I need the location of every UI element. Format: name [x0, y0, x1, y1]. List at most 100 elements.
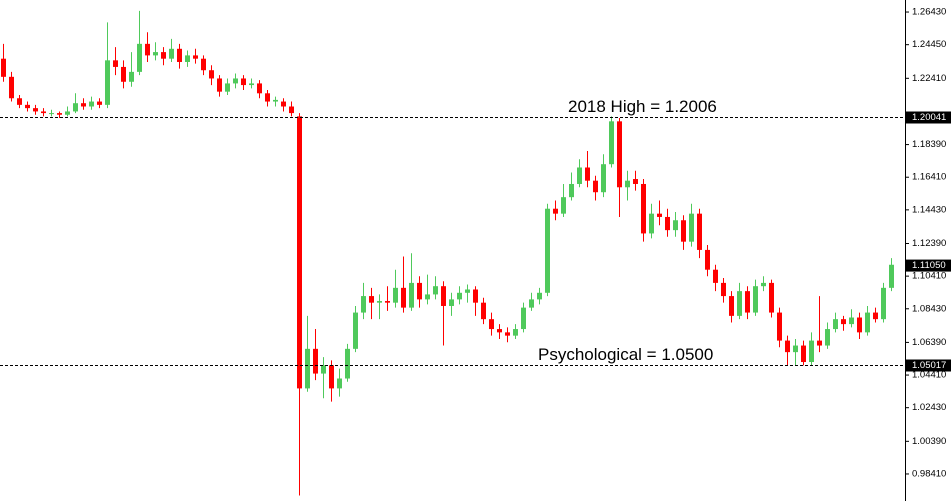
- candle-body: [697, 213, 702, 250]
- candle-body: [553, 208, 558, 214]
- y-tick-label: 1.14430: [912, 204, 946, 215]
- candle-body: [825, 329, 830, 346]
- candle-body: [313, 348, 318, 374]
- candle-body: [193, 55, 198, 59]
- candle-body: [369, 296, 374, 303]
- candle-body: [225, 83, 230, 92]
- level-label-box: [906, 111, 951, 124]
- candle-body: [449, 299, 454, 306]
- candle-body: [649, 213, 654, 234]
- candle-body: [145, 43, 150, 56]
- y-tick-label: 1.22410: [912, 73, 946, 84]
- candle-body: [177, 48, 182, 62]
- level-annotation: 2018 High = 1.2006: [568, 97, 717, 116]
- candle-body: [185, 55, 190, 62]
- candle-body: [689, 213, 694, 242]
- candle-body: [817, 340, 822, 346]
- candle-body: [673, 220, 678, 231]
- y-tick-label: 0.98410: [912, 468, 946, 479]
- candle-body: [625, 180, 630, 188]
- candle-body: [889, 264, 894, 288]
- candle-body: [289, 106, 294, 114]
- candle-body: [737, 291, 742, 316]
- candle-body: [105, 60, 110, 105]
- level-label: 1.20041: [912, 112, 946, 123]
- candle-body: [521, 307, 526, 330]
- last-price-label: 1.11050: [912, 260, 946, 271]
- candle-body: [713, 269, 718, 283]
- candle-body: [57, 113, 62, 115]
- candle-body: [769, 282, 774, 313]
- candle-body: [865, 312, 870, 333]
- candle-body: [681, 220, 686, 242]
- candle-body: [529, 299, 534, 308]
- candle-body: [345, 348, 350, 379]
- candle-body: [417, 282, 422, 300]
- candle-body: [401, 287, 406, 308]
- candle-body: [777, 312, 782, 341]
- candle-body: [89, 101, 94, 107]
- candle-body: [353, 312, 358, 349]
- candle-body: [665, 216, 670, 231]
- candle-body: [297, 116, 302, 389]
- y-tick-label: 1.06390: [912, 337, 946, 348]
- candle-body: [377, 301, 382, 303]
- candle-body: [97, 101, 102, 105]
- candle-body: [33, 108, 38, 112]
- candle-body: [41, 111, 46, 114]
- y-tick-label: 1.02430: [912, 402, 946, 413]
- candle-body: [217, 78, 222, 92]
- candle-body: [577, 167, 582, 184]
- candle-body: [257, 83, 262, 94]
- candle-body: [1, 58, 6, 77]
- candle-body: [881, 287, 886, 320]
- y-tick-label: 1.10410: [912, 271, 946, 282]
- candle-body: [329, 365, 334, 389]
- candle-body: [337, 378, 342, 389]
- candle-body: [641, 183, 646, 234]
- candle-body: [561, 197, 566, 214]
- y-tick-label: 1.08430: [912, 303, 946, 314]
- candle-body: [833, 319, 838, 330]
- candle-body: [753, 286, 758, 313]
- candle-body: [393, 287, 398, 303]
- candle-body: [209, 70, 214, 79]
- candle-body: [793, 345, 798, 353]
- candle-body: [633, 179, 638, 184]
- candle-body: [137, 43, 142, 72]
- candle-body: [241, 78, 246, 86]
- candle-body: [65, 111, 70, 115]
- candle-body: [249, 83, 254, 86]
- candle-body: [721, 282, 726, 297]
- candle-body: [281, 101, 286, 107]
- candle-body: [161, 52, 166, 59]
- candle-body: [873, 312, 878, 320]
- candle-body: [425, 294, 430, 300]
- candle-body: [729, 296, 734, 316]
- last-price-box: [906, 259, 951, 272]
- candle-body: [457, 292, 462, 300]
- candle-body: [537, 292, 542, 300]
- candle-body: [25, 104, 30, 109]
- candle-body: [9, 76, 14, 99]
- candle-body: [489, 319, 494, 330]
- candle-body: [513, 329, 518, 336]
- y-tick-label: 1.26430: [912, 7, 946, 18]
- y-tick-label: 1.16410: [912, 172, 946, 183]
- candle-body: [273, 99, 278, 102]
- candle-body: [505, 332, 510, 336]
- candle-body: [761, 282, 766, 287]
- candle-body: [601, 164, 606, 193]
- candle-body: [857, 317, 862, 333]
- candle-body: [745, 291, 750, 313]
- candle-body: [305, 348, 310, 389]
- candle-body: [265, 93, 270, 102]
- candle-body: [849, 317, 854, 325]
- level-label-box: [906, 359, 951, 372]
- candle-body: [473, 289, 478, 303]
- candle-body: [361, 296, 366, 313]
- candle-body: [705, 249, 710, 270]
- candle-body: [409, 282, 414, 308]
